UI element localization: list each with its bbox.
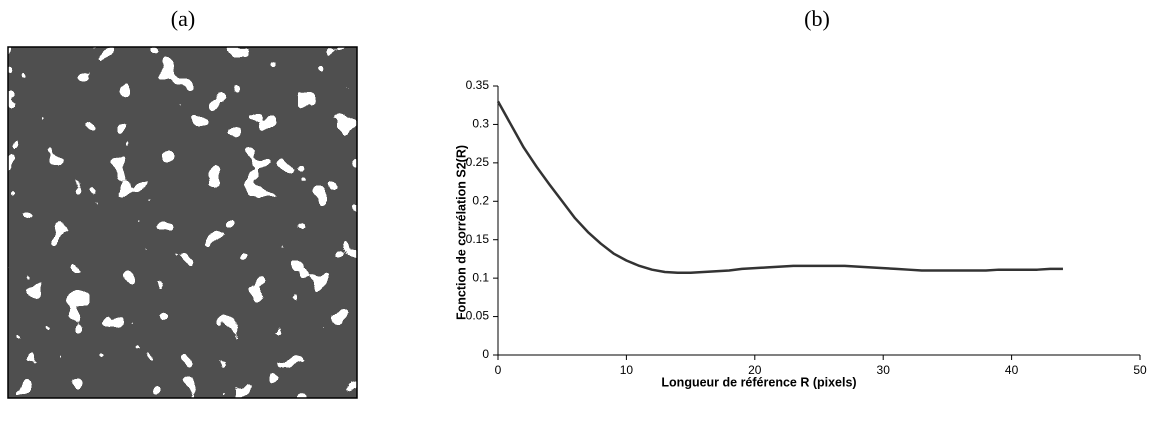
y-tick-label: 0.1 (472, 270, 489, 284)
y-tick-label: 0.25 (466, 155, 490, 169)
y-tick-label: 0.15 (466, 232, 490, 246)
x-tick-label: 20 (748, 363, 762, 377)
x-tick-label: 10 (620, 363, 634, 377)
y-tick-label: 0.35 (466, 78, 490, 92)
x-tick-label: 40 (1005, 363, 1019, 377)
panel-label: (a) (171, 6, 195, 31)
x-tick-label: 30 (877, 363, 891, 377)
microstructure-image (8, 47, 357, 398)
y-axis-title: Fonction de corrélation S2(R) (454, 145, 468, 320)
x-axis-title: Longueur de référence R (pixels) (661, 375, 856, 389)
y-tick-label: 0.05 (466, 309, 490, 323)
x-tick-label: 50 (1133, 363, 1147, 377)
y-tick-label: 0 (482, 347, 489, 361)
chart: 0 0.05 0.1 0.15 0.2 0.25 0.3 0.35 0 10 20 30 40 50 Lon… (454, 78, 1147, 389)
y-tick-label: 0.3 (472, 117, 489, 131)
x-tick-label: 0 (495, 363, 502, 377)
y-tick-label: 0.2 (472, 193, 489, 207)
data-line (496, 100, 1063, 275)
image-border (7, 46, 358, 399)
panel-label: (b) (804, 6, 830, 31)
